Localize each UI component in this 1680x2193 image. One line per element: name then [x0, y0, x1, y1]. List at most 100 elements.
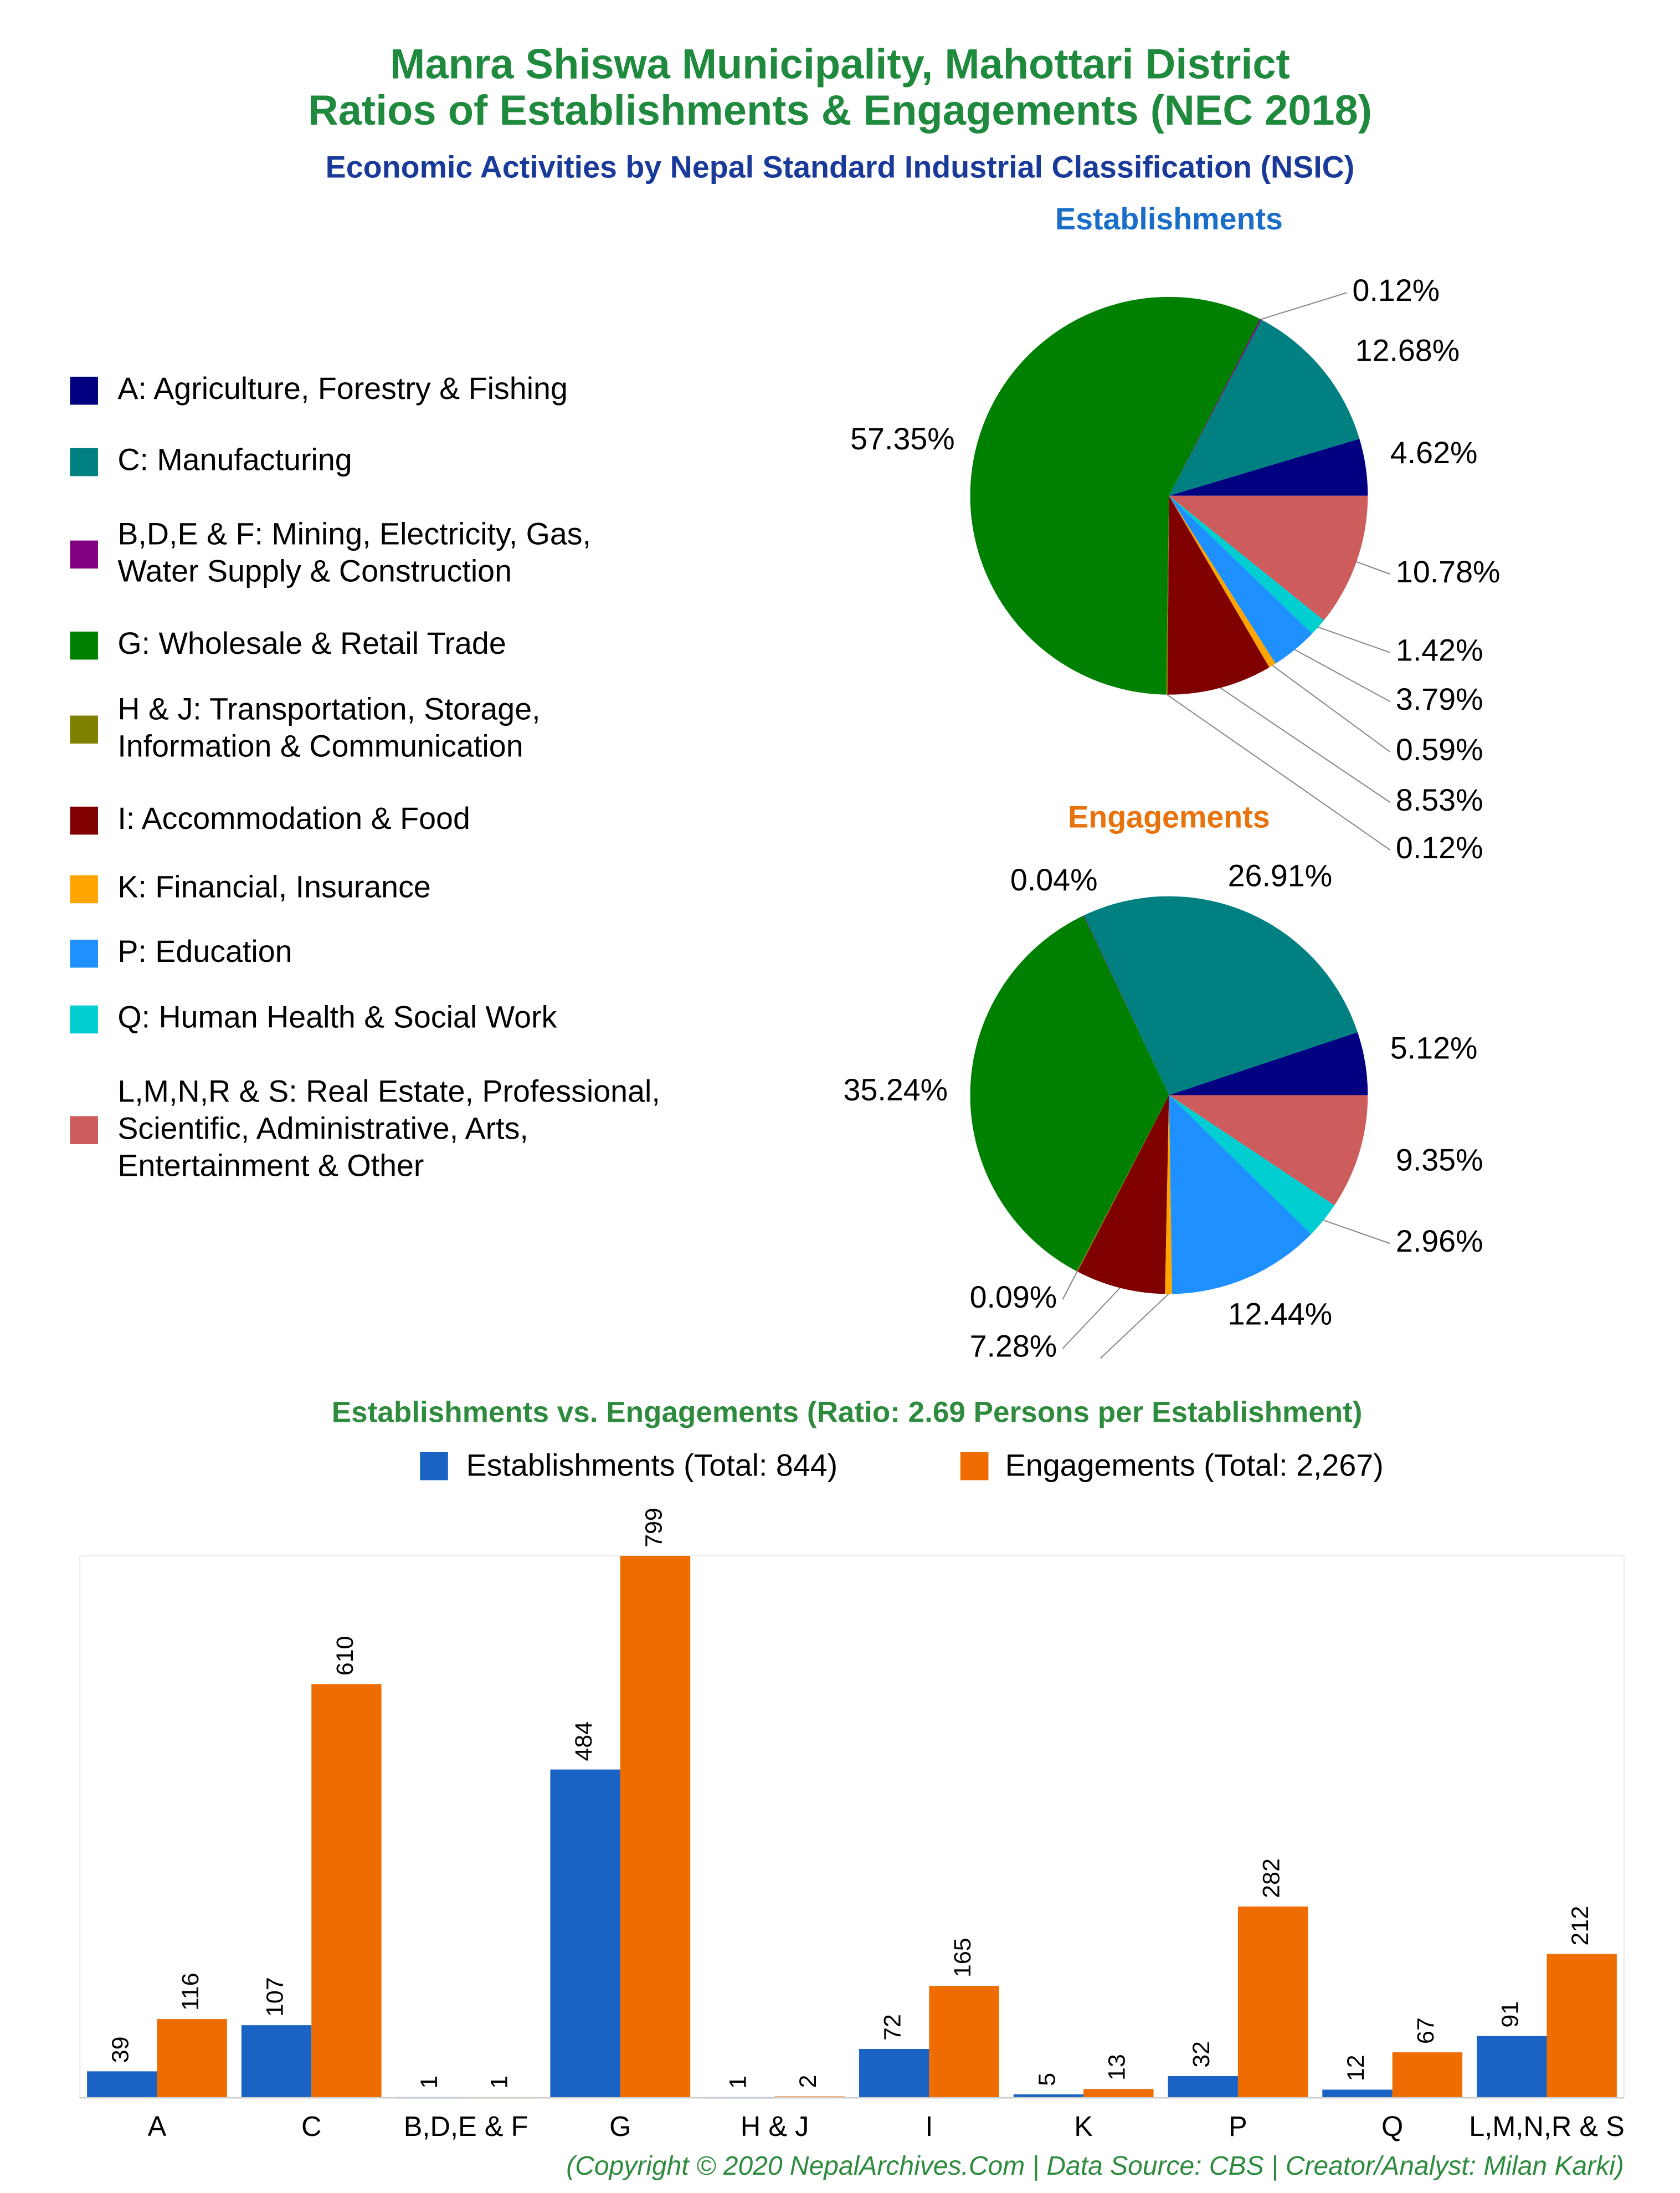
legend-swatch — [70, 448, 98, 476]
pie-label: 7.28% — [970, 1329, 1057, 1364]
legend-label: Engagements (Total: 2,267) — [1005, 1448, 1384, 1482]
x-tick-label: L,M,N,R & S — [1469, 2110, 1625, 2142]
bar — [1477, 2036, 1547, 2098]
bar — [929, 1986, 999, 2098]
data-label: 67 — [1412, 2017, 1439, 2044]
pie-slice — [970, 915, 1169, 1272]
pie-label: 26.91% — [1228, 858, 1333, 893]
subtitle: Economic Activities by Nepal Standard In… — [326, 150, 1355, 185]
data-label: 39 — [107, 2036, 134, 2063]
pie-label: 12.68% — [1355, 334, 1460, 368]
pie-slice — [1169, 495, 1312, 664]
leader-line — [1167, 694, 1391, 850]
legend-label: H & J: Transportation, Storage, — [117, 692, 540, 726]
pie-slice — [1169, 1095, 1312, 1294]
pie-label: 12.44% — [1228, 1297, 1333, 1331]
title: Manra Shiswa Municipality, Mahottari Dis… — [390, 40, 1290, 88]
legend-label: Q: Human Health & Social Work — [117, 1000, 557, 1034]
x-tick-label: Q — [1381, 2110, 1403, 2142]
bar — [1392, 2052, 1463, 2098]
legend-swatch — [70, 939, 98, 968]
title: Ratios of Establishments & Engagements (… — [308, 87, 1372, 134]
data-label: 1 — [416, 2076, 443, 2089]
bar — [157, 2019, 227, 2098]
footer: (Copyright © 2020 NepalArchives.Com | Da… — [566, 2151, 1624, 2181]
leader-line — [1062, 1271, 1078, 1300]
data-label: 116 — [177, 1972, 204, 2010]
pie-slice — [1165, 1095, 1173, 1294]
pie-label: 5.12% — [1390, 1031, 1478, 1065]
data-label: 91 — [1497, 2001, 1524, 2028]
bar — [87, 2071, 157, 2098]
pie-slice — [1167, 495, 1270, 695]
legend-label: A: Agriculture, Forestry & Fishing — [117, 371, 568, 406]
bar — [1237, 1906, 1308, 2098]
data-label: 13 — [1104, 2054, 1131, 2081]
pie-label: 0.59% — [1396, 732, 1483, 767]
bar — [311, 1684, 382, 2098]
legend-label: Establishments (Total: 844) — [466, 1448, 838, 1482]
leader-line — [1260, 292, 1347, 320]
legend-swatch — [420, 1452, 448, 1480]
pie-slice — [1169, 495, 1368, 621]
x-tick-label: G — [609, 2110, 631, 2142]
pie-title: Establishments — [1055, 202, 1283, 236]
pie-label: 8.53% — [1396, 783, 1483, 817]
pie-label: 9.35% — [1396, 1142, 1483, 1177]
bar — [1083, 2089, 1154, 2098]
pie-slice — [1166, 495, 1169, 695]
pie-slice — [1169, 438, 1368, 496]
data-label: 1 — [725, 2076, 752, 2089]
x-tick-label: P — [1229, 2110, 1247, 2142]
pie-label: 0.12% — [1396, 831, 1483, 865]
legend-label: B,D,E & F: Mining, Electricity, Gas, — [117, 517, 591, 551]
data-label: 72 — [880, 2014, 906, 2041]
data-label: 5 — [1034, 2073, 1060, 2086]
leader-line — [1062, 1287, 1121, 1349]
data-label: 107 — [261, 1977, 288, 2017]
data-label: 32 — [1188, 2041, 1215, 2068]
bar — [550, 1769, 620, 2098]
data-label: 1 — [486, 2076, 513, 2089]
legend-label: P: Education — [117, 934, 292, 969]
pie-slice — [1169, 1095, 1335, 1234]
bar — [1168, 2076, 1238, 2098]
pie-title: Engagements — [1068, 800, 1270, 834]
data-label: 799 — [640, 1508, 667, 1548]
leader-line — [1323, 1220, 1391, 1244]
leader-line — [1294, 649, 1391, 703]
x-tick-label: B,D,E & F — [404, 2110, 528, 2142]
legend-label: Scientific, Administrative, Arts, — [117, 1111, 528, 1146]
leader-line — [1356, 561, 1391, 575]
legend-swatch — [70, 540, 98, 569]
legend-label: Information & Communication — [117, 729, 523, 764]
pie-label: 10.78% — [1396, 555, 1501, 589]
pie-slice — [970, 296, 1260, 695]
bar — [1013, 2094, 1084, 2098]
bar — [1547, 1954, 1617, 2098]
pie-label: 0.04% — [1010, 863, 1098, 897]
legend-label: C: Manufacturing — [117, 443, 352, 477]
legend-label: L,M,N,R & S: Real Estate, Professional, — [117, 1074, 660, 1109]
x-tick-label: H & J — [741, 2110, 809, 2142]
pie-label: 0.09% — [970, 1280, 1057, 1314]
pie-slice — [1083, 915, 1169, 1095]
data-label: 282 — [1258, 1858, 1285, 1898]
x-tick-label: C — [301, 2110, 322, 2142]
data-label: 484 — [571, 1721, 597, 1761]
legend-swatch — [70, 1116, 98, 1144]
pie-label: 2.96% — [1396, 1224, 1483, 1258]
leader-line — [1100, 1293, 1169, 1359]
legend-label: G: Wholesale & Retail Trade — [117, 626, 506, 660]
legend-swatch — [960, 1452, 989, 1480]
bar-chart-title: Establishments vs. Engagements (Ratio: 2… — [332, 1396, 1363, 1429]
x-tick-label: A — [148, 2110, 167, 2142]
bar — [859, 2048, 929, 2098]
data-label: 12 — [1343, 2054, 1369, 2081]
bar — [1322, 2089, 1393, 2098]
data-label: 610 — [332, 1636, 358, 1676]
pie-slice — [1169, 495, 1276, 668]
pie-label: 57.35% — [850, 422, 955, 456]
